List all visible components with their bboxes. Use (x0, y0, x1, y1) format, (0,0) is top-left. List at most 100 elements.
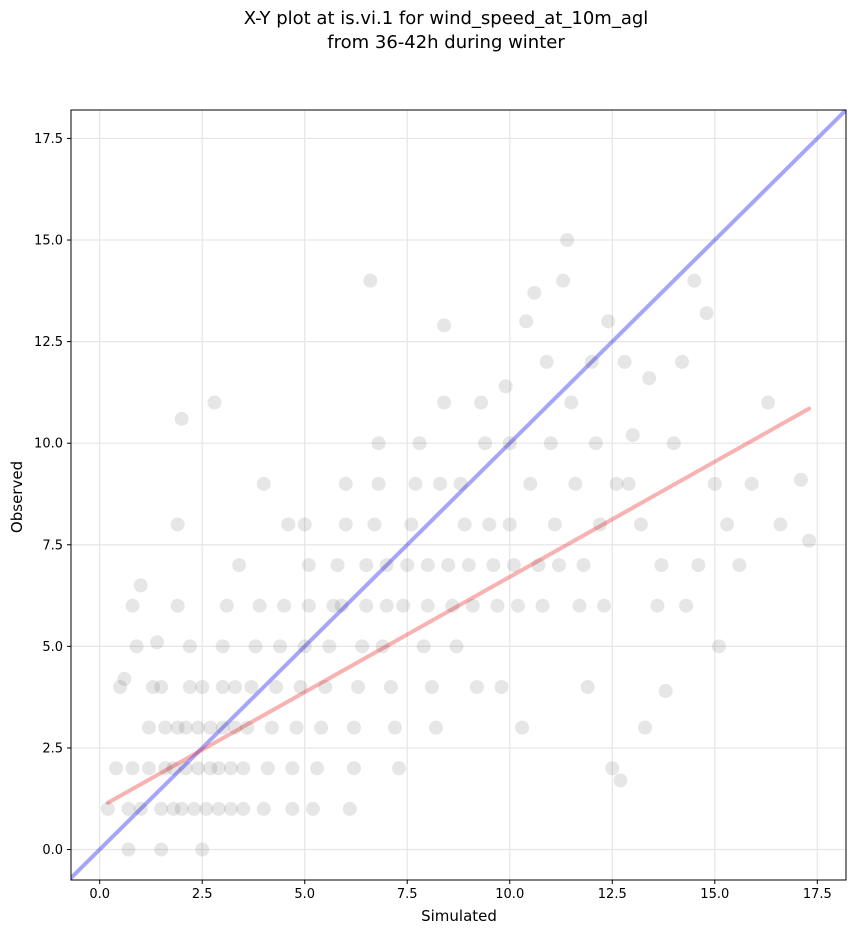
scatter-point (174, 411, 189, 426)
scatter-point (453, 476, 468, 491)
scatter-point (191, 761, 206, 776)
scatter-point (556, 273, 571, 288)
scatter-point (371, 476, 386, 491)
scatter-point (326, 598, 341, 613)
scatter-point (707, 476, 722, 491)
scatter-point (346, 720, 361, 735)
scatter-point (383, 679, 398, 694)
scatter-point (166, 761, 181, 776)
scatter-point (154, 801, 169, 816)
scatter-point (666, 436, 681, 451)
scatter-point (506, 558, 521, 573)
scatter-point (182, 679, 197, 694)
scatter-point (793, 472, 808, 487)
scatter-point (285, 761, 300, 776)
scatter-point (150, 635, 165, 650)
scatter-point (228, 720, 243, 735)
scatter-point (486, 558, 501, 573)
scatter-point (445, 598, 460, 613)
scatter-point (560, 233, 575, 248)
scatter-point (338, 517, 353, 532)
scatter-point (129, 639, 144, 654)
scatter-point (355, 639, 370, 654)
scatter-point (232, 558, 247, 573)
scatter-point (215, 639, 230, 654)
scatter-point (396, 598, 411, 613)
scatter-point (338, 476, 353, 491)
one-to-one-line (71, 110, 846, 880)
scatter-point (687, 273, 702, 288)
scatter-point (613, 773, 628, 788)
scatter-point (416, 639, 431, 654)
scatter-point (441, 558, 456, 573)
y-tick-label: 7.5 (42, 538, 63, 553)
scatter-points (100, 233, 817, 857)
scatter-point (334, 598, 349, 613)
scatter-point (100, 801, 115, 816)
scatter-point (572, 598, 587, 613)
scatter-point (461, 558, 476, 573)
scatter-point (551, 558, 566, 573)
scatter-point (191, 720, 206, 735)
scatter-point (117, 671, 132, 686)
scatter-point (564, 395, 579, 410)
scatter-point (346, 761, 361, 776)
scatter-point (531, 558, 546, 573)
y-tick-label: 15.0 (34, 234, 63, 249)
scatter-point (240, 720, 255, 735)
fit-line (105, 406, 812, 805)
scatter-point (125, 598, 140, 613)
scatter-point (605, 761, 620, 776)
scatter-point (433, 476, 448, 491)
scatter-point (437, 395, 452, 410)
scatter-point (519, 314, 534, 329)
scatter-point (260, 761, 275, 776)
scatter-point (215, 679, 230, 694)
scatter-point (256, 801, 271, 816)
scatter-point (744, 476, 759, 491)
scatter-point (502, 436, 517, 451)
scatter-point (621, 476, 636, 491)
scatter-point (182, 639, 197, 654)
x-tick-label: 12.5 (598, 887, 627, 902)
scatter-point (633, 517, 648, 532)
scatter-point (301, 598, 316, 613)
y-tick-label: 12.5 (34, 335, 63, 350)
scatter-point (592, 517, 607, 532)
scatter-point (244, 679, 259, 694)
scatter-point (264, 720, 279, 735)
scatter-point (469, 679, 484, 694)
scatter-point (761, 395, 776, 410)
scatter-point (351, 679, 366, 694)
scatter-point (248, 639, 263, 654)
scatter-point (523, 476, 538, 491)
scatter-point (674, 354, 689, 369)
scatter-point (568, 476, 583, 491)
scatter-point (392, 761, 407, 776)
x-tick-label: 17.5 (803, 887, 832, 902)
scatter-point (141, 761, 156, 776)
reference-lines (71, 110, 846, 880)
scatter-point (215, 720, 230, 735)
scatter-point (642, 371, 657, 386)
scatter-point (121, 842, 136, 857)
scatter-point (379, 598, 394, 613)
scatter-point (482, 517, 497, 532)
scatter-point (133, 578, 148, 593)
scatter-point (650, 598, 665, 613)
scatter-point (617, 354, 632, 369)
scatter-point (187, 801, 202, 816)
scatter-point (535, 598, 550, 613)
scatter-point (457, 517, 472, 532)
scatter-point (273, 639, 288, 654)
x-tick-label: 2.5 (192, 887, 213, 902)
scatter-point (252, 598, 267, 613)
scatter-point (203, 761, 218, 776)
scatter-point (420, 558, 435, 573)
scatter-point (543, 436, 558, 451)
scatter-point (576, 558, 591, 573)
scatter-point (412, 436, 427, 451)
scatter-point (293, 679, 308, 694)
scatter-point (494, 679, 509, 694)
scatter-point (305, 801, 320, 816)
